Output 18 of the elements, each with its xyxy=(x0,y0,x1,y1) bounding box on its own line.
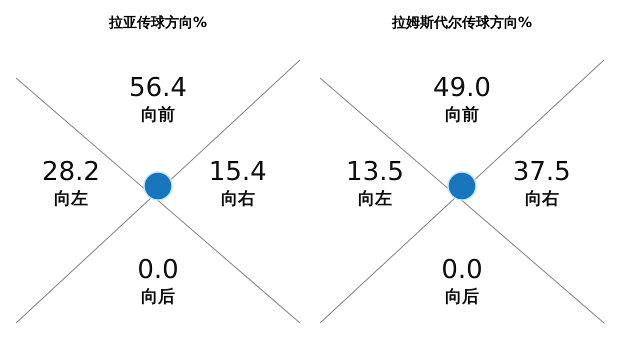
data-label: 13.5 xyxy=(346,157,404,188)
category-label: 向左 xyxy=(358,189,392,210)
category-label: 向前 xyxy=(141,105,175,126)
data-label: 15.4 xyxy=(208,157,267,188)
data-label: 0.0 xyxy=(441,255,483,286)
data-label: 28.2 xyxy=(42,157,100,188)
data-label: 0.0 xyxy=(137,255,179,286)
category-label: 向前 xyxy=(445,105,479,126)
category-label: 向后 xyxy=(445,287,479,308)
category-label: 向右 xyxy=(524,189,559,210)
data-label: 56.4 xyxy=(129,73,187,104)
category-label: 向右 xyxy=(220,189,255,210)
data-label: 37.5 xyxy=(512,157,571,188)
text: 拉姆斯代尔传球方向% xyxy=(390,14,534,33)
category-label: 向左 xyxy=(54,189,88,210)
text: 拉亚传球方向% xyxy=(108,14,208,33)
category-label: 向后 xyxy=(141,287,175,308)
data-label: 49.0 xyxy=(433,73,491,104)
